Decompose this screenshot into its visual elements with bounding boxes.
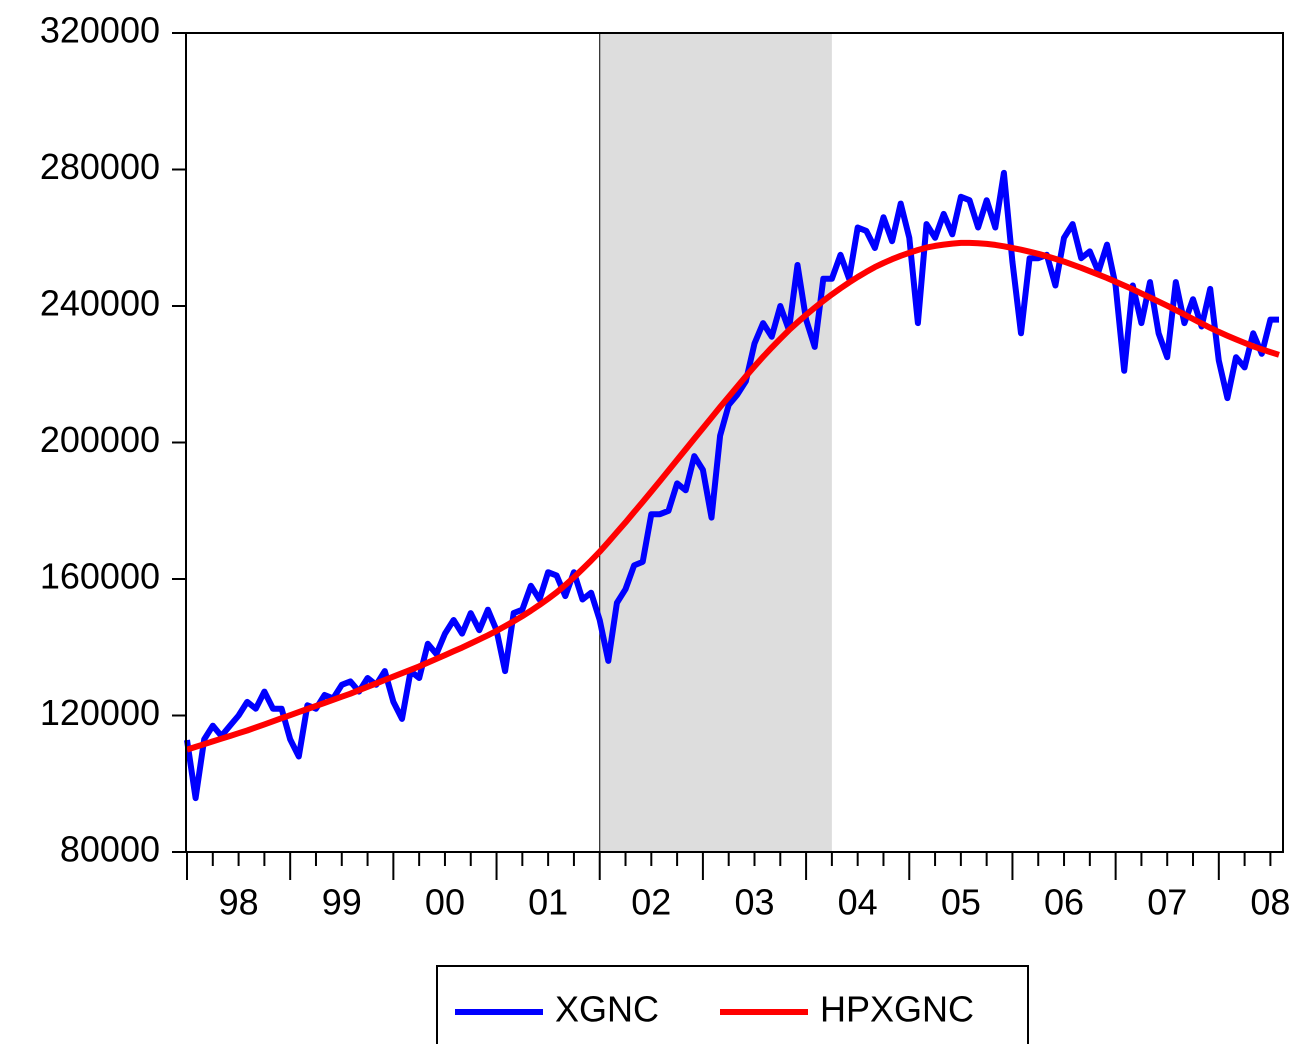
legend-box [436, 965, 1029, 1044]
legend-label: HPXGNC [820, 989, 974, 1030]
y-tick-label: 320000 [40, 10, 160, 51]
shaded-region [599, 33, 832, 852]
x-tick-label: 06 [1044, 882, 1084, 923]
x-tick-label: 07 [1147, 882, 1187, 923]
y-tick-label: 200000 [40, 419, 160, 460]
series-line [186, 239, 1280, 753]
x-tick-label: 05 [941, 882, 981, 923]
y-tick-label: 280000 [40, 146, 160, 187]
y-tick-label: 120000 [40, 692, 160, 733]
legend-label: XGNC [555, 989, 659, 1030]
x-tick-label: 02 [631, 882, 671, 923]
x-tick-label: 08 [1250, 882, 1290, 923]
y-tick-label: 160000 [40, 556, 160, 597]
x-tick-label: 99 [322, 882, 362, 923]
plot-frame [185, 32, 1284, 853]
y-tick-label: 240000 [40, 283, 160, 324]
x-tick-label: 04 [838, 882, 878, 923]
x-tick-label: 98 [219, 882, 259, 923]
y-tick-label: 80000 [60, 829, 160, 870]
x-tick-label: 00 [425, 882, 465, 923]
x-tick-label: 01 [528, 882, 568, 923]
series-line [184, 169, 1279, 802]
x-tick-label: 03 [734, 882, 774, 923]
